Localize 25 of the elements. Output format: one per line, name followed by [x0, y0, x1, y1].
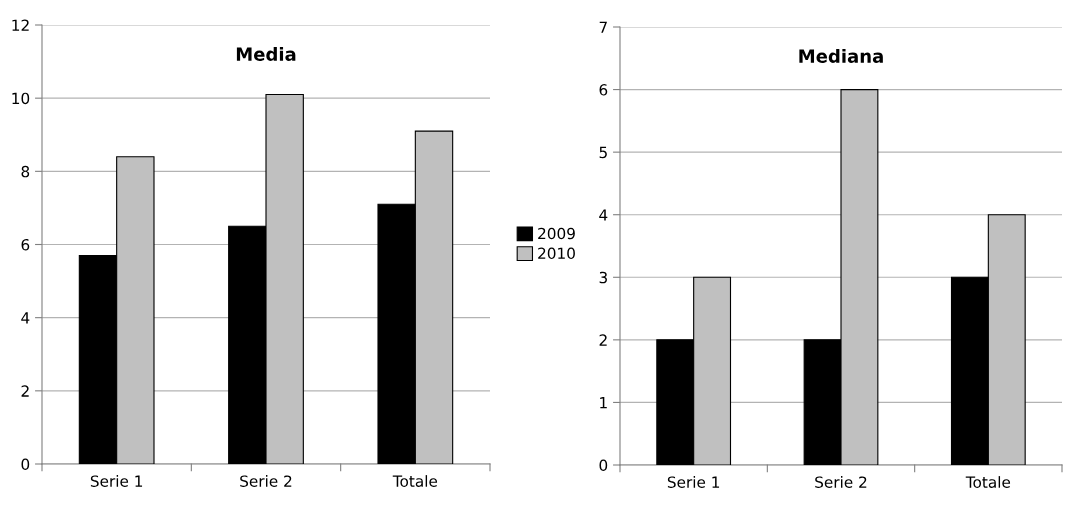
y-tick-label: 6 [21, 238, 30, 251]
legend-label: 2009 [538, 227, 575, 240]
y-tick-label: 10 [12, 92, 30, 105]
x-tick-label: Serie 1 [90, 475, 143, 487]
x-tick-label: Totale [965, 476, 1011, 488]
x-tick-label: Totale [392, 475, 438, 487]
y-tick-label: 0 [21, 458, 30, 471]
text: Mediana [799, 48, 883, 63]
x-tick-label: Serie 2 [815, 476, 867, 488]
y-tick-label: 2 [21, 385, 29, 397]
y-tick-label: 6 [599, 84, 608, 96]
x-tick-label: Serie 2 [240, 475, 292, 487]
legend-label: 2010 [538, 247, 575, 260]
y-tick-label: 8 [21, 165, 30, 178]
y-tick-label: 3 [599, 271, 607, 284]
text: Media [236, 46, 296, 61]
y-tick-label: 7 [599, 21, 607, 33]
y-tick-label: 12 [12, 19, 29, 31]
y-tick-label: 2 [599, 334, 607, 346]
y-tick-label: 4 [599, 209, 608, 221]
y-tick-label: 1 [600, 397, 607, 409]
y-tick-label: 5 [599, 146, 607, 159]
y-tick-label: 0 [599, 459, 608, 472]
y-tick-label: 4 [21, 312, 30, 324]
x-tick-label: Serie 1 [667, 476, 720, 488]
